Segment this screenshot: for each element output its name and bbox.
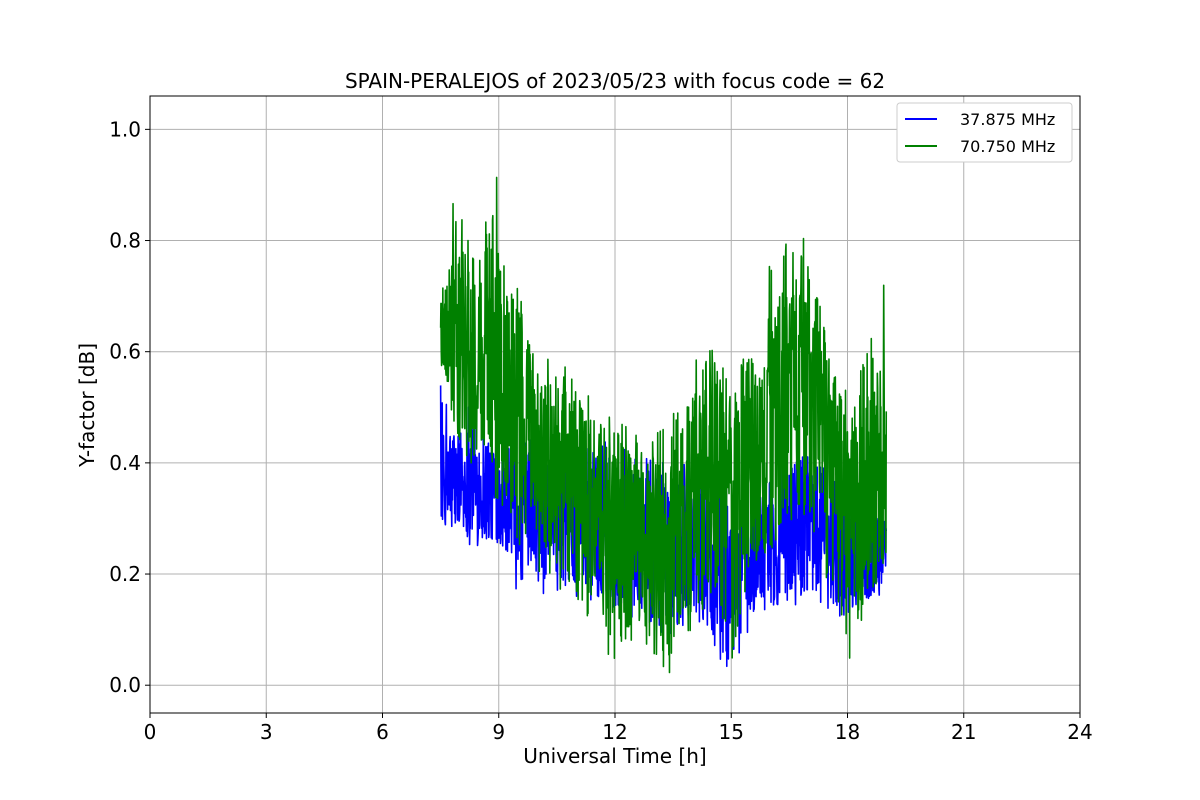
legend-box bbox=[896, 102, 1073, 163]
chart-title: SPAIN-PERALEJOS of 2023/05/23 with focus… bbox=[345, 69, 885, 93]
x-tick-label: 6 bbox=[376, 720, 389, 744]
x-tick-label: 3 bbox=[260, 720, 273, 744]
series-line-1 bbox=[439, 176, 888, 674]
x-tick-label: 9 bbox=[492, 720, 505, 744]
axis-ticks: 0 3 6 9 12 15 18 21 24 0.0 0.2 0.4 0.6 0.8 1.0 bbox=[109, 117, 1093, 744]
x-tick-label: 0 bbox=[144, 720, 157, 744]
y-tick-label: 0.4 bbox=[109, 451, 141, 475]
y-axis-label: Y-factor [dB] bbox=[75, 343, 99, 468]
legend-label-37875: 37.875 MHz bbox=[960, 110, 1055, 129]
y-tick-label: 0.6 bbox=[109, 340, 141, 364]
y-tick-label: 0.8 bbox=[109, 229, 141, 253]
x-tick-label: 15 bbox=[719, 720, 744, 744]
x-axis-label: Universal Time [h] bbox=[523, 744, 706, 768]
y-tick-label: 0.0 bbox=[109, 673, 141, 697]
x-tick-label: 21 bbox=[951, 720, 976, 744]
y-tick-label: 1.0 bbox=[109, 117, 141, 141]
x-tick-label: 24 bbox=[1067, 720, 1092, 744]
legend: 37.875 MHz 70.750 MHz bbox=[896, 102, 1073, 163]
legend-label-70750: 70.750 MHz bbox=[960, 137, 1055, 156]
y-tick-label: 0.2 bbox=[109, 562, 141, 586]
x-tick-label: 12 bbox=[602, 720, 627, 744]
data-series bbox=[439, 176, 888, 674]
x-tick-label: 18 bbox=[835, 720, 860, 744]
